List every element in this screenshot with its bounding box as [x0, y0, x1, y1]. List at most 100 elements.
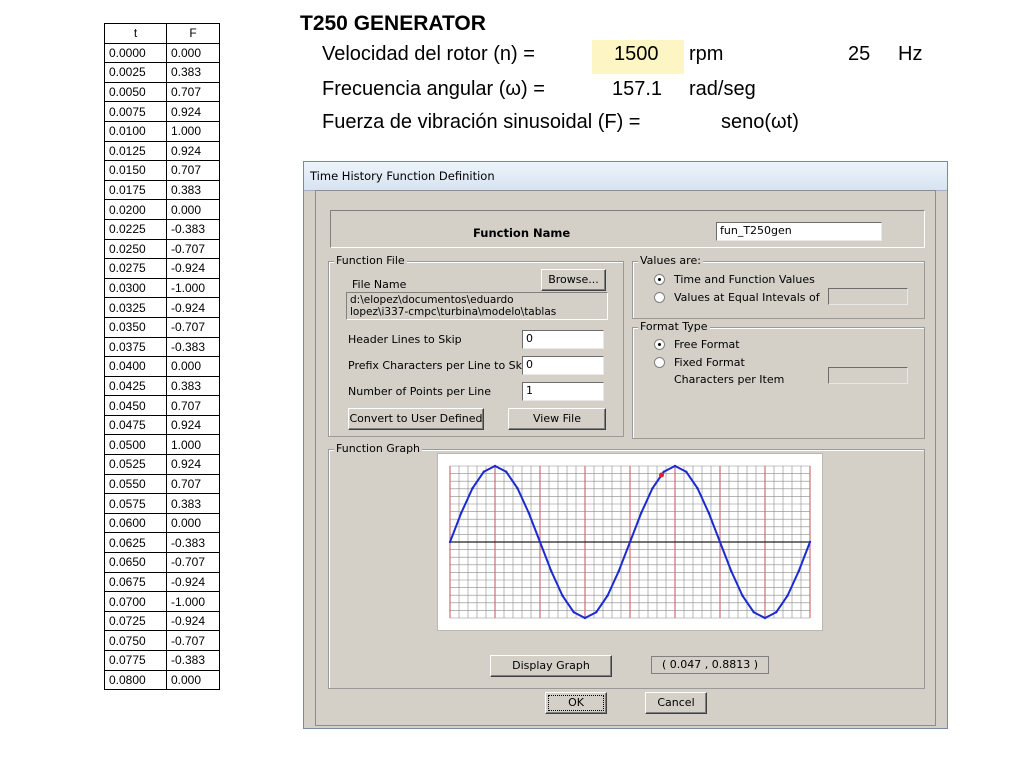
function-graph-group [328, 449, 925, 689]
data-point [550, 569, 553, 573]
convert-to-user-defined-button[interactable]: Convert to User Defined [348, 408, 484, 430]
table-row: 0.0400 0.000 [104, 356, 220, 377]
table-row: 0.0375 -0.383 [104, 336, 220, 358]
table-row: 0.0675 -0.924 [104, 571, 220, 593]
table-row: 0.0175 0.383 [104, 179, 220, 201]
cell-f: 0.000 [166, 42, 220, 64]
data-point [471, 487, 474, 490]
rotor-value-highlight [592, 40, 684, 74]
cell-f: 0.383 [166, 493, 220, 514]
cell-f: 0.924 [166, 414, 220, 436]
data-point [662, 470, 665, 473]
radio-fixed-format[interactable] [654, 357, 665, 368]
table-body: 0.0000 0.000 0.0025 0.383 0.0050 0.707 0.0075 0… [104, 42, 220, 691]
equal-intervals-label: Values at Equal Intevals of [674, 291, 820, 304]
file-path-line-1: d:\elopez\documentos\eduardo [350, 294, 514, 306]
table-row: 0.0500 1.000 [104, 434, 220, 456]
table-row: 0.0100 1.000 [104, 120, 220, 142]
cell-f: 0.707 [166, 395, 220, 416]
points-per-line-label: Number of Points per Line [348, 385, 492, 398]
rotor-speed-unit: rpm [689, 43, 724, 65]
fixed-format-label: Fixed Format [674, 356, 745, 369]
column-header-t: t [104, 23, 167, 44]
radio-time-function-values[interactable] [654, 274, 665, 285]
data-point [786, 594, 789, 597]
file-path-display: d:\elopez\documentos\eduardo lopez\i337-… [346, 292, 608, 320]
equal-interval-input[interactable] [828, 288, 908, 305]
cell-t: 0.0725 [104, 610, 167, 632]
cell-f: 0.707 [166, 473, 220, 495]
cell-t: 0.0050 [104, 81, 167, 103]
cell-t: 0.0525 [104, 454, 167, 475]
column-header-f: F [166, 23, 220, 44]
function-graph-group-label: Function Graph [334, 442, 423, 455]
dialog-titlebar[interactable]: Time History Function Definition [304, 162, 947, 191]
cell-f: -0.924 [166, 258, 220, 279]
chars-per-item-input[interactable] [828, 367, 908, 384]
data-point [516, 487, 519, 490]
display-graph-button[interactable]: Display Graph [490, 655, 612, 677]
cell-t: 0.0225 [104, 218, 167, 240]
cell-f: -0.383 [166, 218, 220, 240]
angular-frequency-unit: rad/seg [689, 78, 756, 100]
view-file-button[interactable]: View File [508, 408, 606, 430]
function-name-panel [330, 210, 925, 248]
table-row: 0.0725 -0.924 [104, 610, 220, 632]
data-point [651, 487, 654, 490]
table-row: 0.0750 -0.707 [104, 630, 220, 651]
data-table: t F 0.0000 0.000 0.0025 0.383 0.0050 0.707 0.0… [104, 23, 220, 691]
table-row: 0.0025 0.383 [104, 62, 220, 83]
cell-t: 0.0025 [104, 62, 167, 83]
function-graph[interactable] [437, 453, 823, 631]
data-point [538, 540, 542, 544]
cell-f: 0.924 [166, 140, 220, 162]
function-name-label: Function Name [473, 226, 571, 240]
data-point [505, 470, 508, 473]
browse-button[interactable]: Browse... [541, 269, 606, 291]
function-name-input[interactable]: fun_T250gen [716, 222, 882, 241]
cell-f: -0.383 [166, 532, 220, 554]
cancel-button[interactable]: Cancel [645, 692, 707, 714]
header-lines-label: Header Lines to Skip [348, 333, 462, 346]
table-row: 0.0425 0.383 [104, 375, 220, 397]
cell-f: 0.707 [166, 160, 220, 181]
frequency-unit: Hz [898, 43, 923, 65]
radio-free-format[interactable] [654, 339, 665, 350]
data-point [718, 540, 722, 544]
data-point [752, 611, 755, 614]
prefix-chars-input[interactable]: 0 [522, 356, 604, 375]
cell-f: -0.383 [166, 650, 220, 671]
radio-equal-intervals[interactable] [654, 292, 665, 303]
cell-t: 0.0425 [104, 375, 167, 397]
cell-t: 0.0575 [104, 493, 167, 514]
cell-f: 0.000 [166, 356, 220, 377]
function-file-group-label: Function File [334, 254, 407, 267]
selected-point-marker [659, 472, 664, 478]
points-per-line-input[interactable]: 1 [522, 382, 604, 401]
cell-t: 0.0250 [104, 238, 167, 260]
cell-t: 0.0675 [104, 571, 167, 593]
cell-t: 0.0775 [104, 650, 167, 671]
table-row: 0.0125 0.924 [104, 140, 220, 162]
file-name-label: File Name [352, 278, 407, 291]
frequency-value: 25 [848, 43, 871, 65]
cell-f: -1.000 [166, 591, 220, 612]
ok-button[interactable]: OK [545, 692, 607, 714]
table-row: 0.0350 -0.707 [104, 316, 220, 338]
cell-f: 0.000 [166, 199, 220, 220]
cell-f: -0.707 [166, 238, 220, 260]
cell-f: 0.924 [166, 454, 220, 475]
cell-f: -0.924 [166, 610, 220, 632]
data-point [808, 540, 812, 544]
header-lines-input[interactable]: 0 [522, 330, 604, 349]
table-row: 0.0475 0.924 [104, 414, 220, 436]
cell-t: 0.0450 [104, 395, 167, 416]
time-function-values-label: Time and Function Values [674, 273, 815, 286]
angular-frequency-label: Frecuencia angular (ω) = [322, 78, 545, 100]
table-header-row: t F [104, 23, 220, 44]
format-type-group [632, 327, 925, 439]
data-point [482, 470, 485, 473]
format-type-group-label: Format Type [638, 320, 710, 333]
prefix-chars-label: Prefix Characters per Line to Skip [348, 359, 533, 372]
force-value: seno(ωt) [721, 111, 799, 133]
